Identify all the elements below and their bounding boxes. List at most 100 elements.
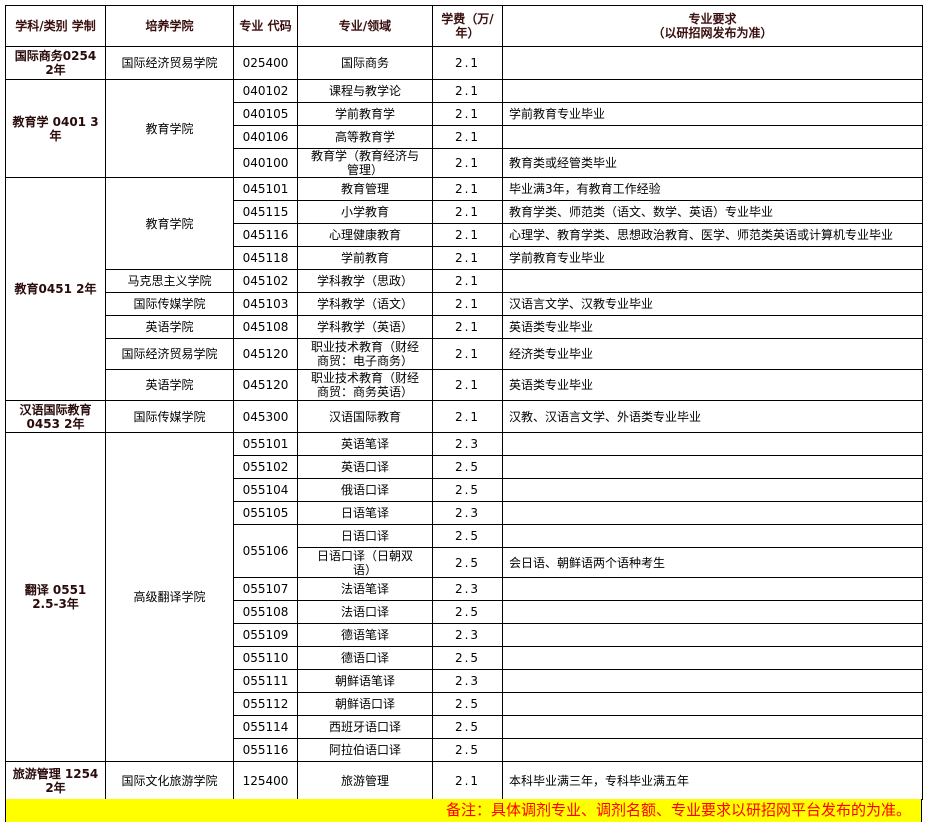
major-cell: 英语口译 xyxy=(297,455,433,479)
fee-cell: 2.1 xyxy=(432,269,503,293)
fee-cell: 2.3 xyxy=(432,501,503,525)
table-row: 英语学院 045108 学科教学（英语） 2.1 英语类专业毕业 xyxy=(6,315,923,339)
table-row: 国际经济贸易学院 045120 职业技术教育（财经 商贸：电子商务） 2.1 经济类专业… xyxy=(6,338,923,370)
code-cell: 055107 xyxy=(233,577,298,601)
table-row: 汉语国际教育 0453 2年 国际传媒学院 045300 汉语国际教育 2.1 汉教、汉语… xyxy=(5,400,923,433)
major-cell: 教育管理 xyxy=(297,177,433,201)
fee-cell: 2.5 xyxy=(432,455,503,479)
table-row: 国际传媒学院 045103 学科教学（语文） 2.1 汉语言文学、汉教专业毕业 xyxy=(6,292,923,316)
requirement-cell: 毕业满3年，有教育工作经验 xyxy=(502,177,923,201)
requirement-cell xyxy=(502,669,923,693)
requirement-cell: 学前教育专业毕业 xyxy=(502,102,923,126)
code-cell: 055110 xyxy=(233,646,298,670)
college-cell: 国际经济贸易学院 xyxy=(105,46,234,80)
fee-cell: 2.5 xyxy=(432,692,503,716)
code-cell: 055101 xyxy=(233,432,298,456)
fee-cell: 2.5 xyxy=(432,715,503,739)
fee-cell: 2.1 xyxy=(432,338,503,370)
fee-cell: 2.5 xyxy=(432,547,503,578)
code-cell: 055109 xyxy=(233,623,298,647)
fee-cell: 2.1 xyxy=(432,315,503,339)
code-cell: 055116 xyxy=(233,738,298,762)
college-cell: 英语学院 xyxy=(105,315,234,339)
table-row: 045116 心理健康教育 2.1 心理学、教育学类、思想政治教育、医学、师范类英语或… xyxy=(6,223,923,247)
requirement-cell: 英语类专业毕业 xyxy=(502,315,923,339)
major-cell: 俄语口译 xyxy=(297,478,433,502)
code-cell: 045300 xyxy=(233,400,298,433)
table-row: 045115 小学教育 2.1 教育学类、师范类（语文、数学、英语）专业毕业 xyxy=(6,200,923,224)
code-cell: 045101 xyxy=(233,177,298,201)
fee-cell: 2.1 xyxy=(432,292,503,316)
fee-cell: 2.1 xyxy=(432,369,503,401)
college-cell: 马克思主义学院 xyxy=(105,269,234,293)
requirement-cell xyxy=(502,269,923,293)
code-cell: 055106 xyxy=(233,524,298,578)
fee-cell: 2.1 xyxy=(432,148,503,178)
admissions-table: 学科/类别 学制 培养学院 专业 代码 专业/领域 学费（万/年） 专业要求 （… xyxy=(5,5,923,800)
fee-cell: 2.1 xyxy=(432,200,503,224)
major-cell: 职业技术教育（财经 商贸：商务英语） xyxy=(297,369,433,401)
table-row: 040106 高等教育学 2.1 xyxy=(6,125,923,149)
table-row: 英语学院 045120 职业技术教育（财经 商贸：商务英语） 2.1 英语类专业毕业 xyxy=(6,369,923,401)
table-row: 055104 俄语口译 2.5 xyxy=(6,478,923,502)
code-cell: 055104 xyxy=(233,478,298,502)
table-row: 教育0451 2年 教育学院 045101 教育管理 2.1 毕业满3年，有教育工作经验 xyxy=(5,177,923,401)
requirement-cell xyxy=(502,646,923,670)
code-cell: 040105 xyxy=(233,102,298,126)
code-cell: 055108 xyxy=(233,600,298,624)
requirement-cell xyxy=(502,600,923,624)
major-cell: 英语笔译 xyxy=(297,432,433,456)
fee-cell: 2.1 xyxy=(432,223,503,247)
requirement-cell: 本科毕业满三年，专科毕业满五年 xyxy=(502,761,923,800)
requirement-cell xyxy=(502,125,923,149)
requirement-cell: 汉教、汉语言文学、外语类专业毕业 xyxy=(502,400,923,433)
fee-cell: 2.1 xyxy=(432,246,503,270)
table-row: 旅游管理 1254 2年 国际文化旅游学院 125400 旅游管理 2.1 本科毕业满三年… xyxy=(5,761,923,800)
major-cell: 小学教育 xyxy=(297,200,433,224)
fee-cell: 2.3 xyxy=(432,432,503,456)
fee-cell: 2.5 xyxy=(432,738,503,762)
college-cell: 国际传媒学院 xyxy=(105,292,234,316)
fee-cell: 2.5 xyxy=(432,646,503,670)
requirement-cell xyxy=(502,478,923,502)
table-row: 045118 学前教育 2.1 学前教育专业毕业 xyxy=(6,246,923,270)
requirement-cell: 英语类专业毕业 xyxy=(502,369,923,401)
code-cell: 055105 xyxy=(233,501,298,525)
major-cell: 法语笔译 xyxy=(297,577,433,601)
major-cell: 职业技术教育（财经 商贸：电子商务） xyxy=(297,338,433,370)
fee-cell: 2.1 xyxy=(432,46,503,80)
header-code: 专业 代码 xyxy=(233,5,298,47)
code-cell: 055114 xyxy=(233,715,298,739)
major-cell: 阿拉伯语口译 xyxy=(297,738,433,762)
fee-cell: 2.5 xyxy=(432,524,503,548)
code-cell: 045108 xyxy=(233,315,298,339)
requirement-cell: 学前教育专业毕业 xyxy=(502,246,923,270)
table-row: 040105 学前教育学 2.1 学前教育专业毕业 xyxy=(6,102,923,126)
fee-cell: 2.3 xyxy=(432,577,503,601)
header-college: 培养学院 xyxy=(105,5,234,47)
major-cell: 日语口译 xyxy=(297,524,433,548)
table-row: 055106 日语口译 2.5 xyxy=(6,524,923,578)
major-cell: 教育学（教育经济与 管理） xyxy=(297,148,433,178)
requirement-cell: 汉语言文学、汉教专业毕业 xyxy=(502,292,923,316)
major-cell: 西班牙语口译 xyxy=(297,715,433,739)
requirement-cell xyxy=(502,715,923,739)
college-cell: 国际经济贸易学院 xyxy=(105,338,234,370)
college-cell: 国际文化旅游学院 xyxy=(105,761,234,800)
major-cell: 国际商务 xyxy=(297,46,433,80)
major-cell: 学科教学（思政） xyxy=(297,269,433,293)
discipline-cell: 教育0451 2年 xyxy=(5,177,106,401)
fee-cell: 2.5 xyxy=(432,478,503,502)
requirement-cell xyxy=(502,692,923,716)
major-cell: 学科教学（语文） xyxy=(297,292,433,316)
code-cell: 055102 xyxy=(233,455,298,479)
college-cell: 教育学院 xyxy=(105,177,234,270)
major-cell: 德语口译 xyxy=(297,646,433,670)
major-cell: 学科教学（英语） xyxy=(297,315,433,339)
requirement-cell xyxy=(502,501,923,525)
requirement-cell xyxy=(502,432,923,456)
code-cell: 040106 xyxy=(233,125,298,149)
major-cell: 心理健康教育 xyxy=(297,223,433,247)
code-cell: 045115 xyxy=(233,200,298,224)
requirement-cell xyxy=(502,46,923,80)
